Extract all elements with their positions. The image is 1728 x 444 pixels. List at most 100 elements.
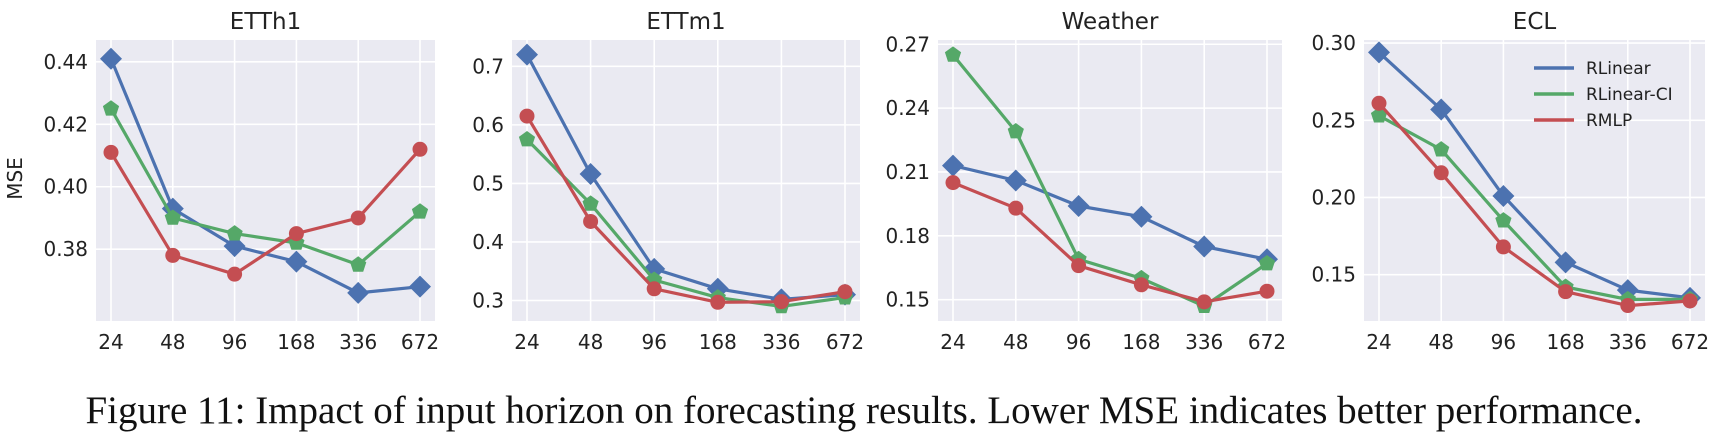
data-point-rlinear-ci [411,203,429,219]
y-tick-label: 0.24 [885,96,930,120]
data-point-rlinear-ci [944,46,962,62]
legend: RLinear RLinear-CI RMLP [1534,59,1673,131]
data-point-rmlp [1133,277,1149,293]
x-tick-label: 96 [222,330,247,354]
data-point-rlinear [1368,41,1390,64]
legend-label-rlinear: RLinear [1586,59,1651,79]
data-point-rmlp [646,281,662,297]
data-point-rlinear-ci [350,256,367,272]
x-tick-label: 168 [1122,330,1160,354]
series-line-rlinear-ci [1378,114,1690,301]
x-tick-label: 672 [1671,330,1709,354]
y-tick-label: 0.44 [43,50,88,74]
data-point-rmlp [519,108,535,124]
data-point-rmlp [583,213,599,229]
data-point-rlinear [579,163,602,186]
y-tick-label: 0.21 [885,160,930,184]
data-point-rlinear-ci [226,225,243,241]
y-tick-label: 0.15 [1311,263,1356,287]
x-tick-label: 672 [1248,330,1286,354]
data-point-rmlp [1259,283,1275,299]
data-point-rlinear [1004,169,1027,192]
x-tick-label: 96 [1491,330,1516,354]
data-point-rlinear [285,250,308,273]
chart-panel-weather: 0.15 0.18 0.21 0.24 0.27 24 48 96 168 336 672 Weath… [885,9,1286,354]
x-tick-label: 168 [277,330,315,354]
x-tick-label: 48 [578,330,603,354]
series-line-rlinear-ci [525,138,846,308]
data-point-rmlp [103,144,119,160]
y-tick-label: 0.6 [472,113,504,137]
y-tick-label: 0.42 [43,112,88,136]
data-point-rmlp [1495,239,1511,255]
data-point-rmlp [1558,284,1574,300]
y-tick-label: 0.27 [885,32,930,56]
data-point-rlinear [100,47,122,70]
data-point-rmlp [710,294,726,310]
data-point-rlinear [1067,195,1090,218]
data-point-rmlp [1071,258,1087,274]
plot-area [1364,40,1705,321]
series-line-rlinear-ci [109,107,422,267]
y-tick-label: 0.5 [472,171,504,195]
data-point-rlinear-ci [1370,107,1388,123]
data-point-rlinear [1554,251,1577,274]
data-point-rlinear [1430,98,1453,121]
y-tick-label: 0.15 [885,288,930,312]
chart-title: ECL [1513,9,1557,35]
data-point-rlinear-ci [1433,141,1450,157]
data-point-rlinear-ci [102,100,120,116]
plot-area [96,40,435,321]
chart-panel-etth1: 0.38 0.40 0.42 0.44 24 48 96 168 336 672 ETTh1 MSE [3,9,439,354]
data-point-rlinear-ci [1258,255,1276,271]
series-line-rmlp [109,148,422,276]
data-point-rmlp [1008,200,1024,216]
plot-area [512,40,860,321]
chart-title: ETTm1 [646,9,725,35]
x-tick-label: 672 [826,330,864,354]
y-tick-label: 0.7 [472,54,504,78]
data-point-rlinear-ci [582,195,599,211]
x-tick-label: 24 [98,330,123,354]
y-tick-label: 0.25 [1311,108,1356,132]
series-line-rmlp [1377,102,1691,308]
x-tick-label: 336 [1609,330,1647,354]
y-tick-label: 0.20 [1311,185,1356,209]
data-point-rlinear-ci [1495,212,1512,228]
data-point-rlinear [1193,235,1216,258]
data-point-rmlp [1620,298,1636,314]
x-tick-label: 48 [1003,330,1028,354]
data-point-rmlp [350,210,366,226]
data-point-rmlp [165,247,181,263]
x-tick-label: 168 [699,330,737,354]
data-point-rmlp [412,141,428,157]
chart-panel-ettm1: 0.3 0.4 0.5 0.6 0.7 24 48 96 168 336 672 ETTm1 [472,9,864,354]
y-tick-label: 0.4 [472,230,504,254]
legend-label-rmlp: RMLP [1586,111,1632,131]
x-tick-label: 96 [1066,330,1091,354]
data-point-rlinear-ci [518,131,536,147]
chart-panel-ecl: 0.15 0.20 0.25 0.30 24 48 96 168 336 672 ECL [1311,9,1709,354]
data-point-rmlp [227,266,243,282]
data-point-rmlp [773,294,789,310]
data-point-rlinear [1492,184,1515,207]
series-line-rlinear [1377,51,1691,300]
x-tick-label: 336 [762,330,800,354]
data-point-rlinear [347,281,370,304]
data-point-rmlp [1682,293,1698,309]
data-point-rlinear [516,43,538,66]
series-line-rmlp [525,115,846,304]
data-point-rlinear [1130,205,1153,228]
data-point-rlinear [409,275,431,298]
y-tick-label: 0.30 [1311,31,1356,55]
data-point-rmlp [1433,165,1449,181]
x-tick-label: 672 [401,330,439,354]
x-tick-label: 24 [1366,330,1391,354]
y-tick-label: 0.38 [43,237,88,261]
series-line-rlinear [952,164,1268,261]
x-tick-label: 24 [514,330,539,354]
y-axis-label: MSE [3,157,27,200]
y-tick-label: 0.40 [43,175,88,199]
series-line-rmlp [952,181,1268,304]
